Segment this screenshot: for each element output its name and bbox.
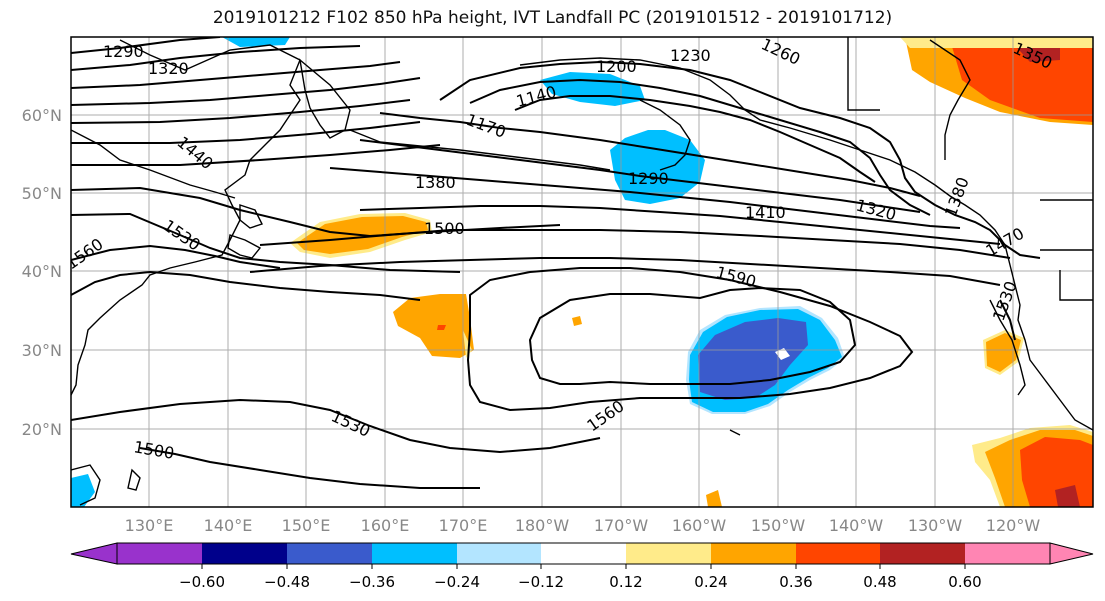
colorbar-tick-label: −0.60	[179, 573, 225, 591]
map-area	[71, 37, 1093, 507]
colorbar-swatch	[117, 543, 202, 564]
colorbar-tick-label: 0.12	[609, 573, 642, 591]
lon-label: 160°W	[672, 516, 727, 535]
lat-label: 60°N	[22, 106, 62, 125]
colorbar-swatch	[796, 543, 880, 564]
lon-label: 160°E	[361, 516, 410, 535]
lon-label: 150°W	[751, 516, 806, 535]
lat-label: 20°N	[22, 420, 62, 439]
lon-label: 120°W	[986, 516, 1041, 535]
lon-label: 140°E	[204, 516, 253, 535]
map-title: 2019101212 F102 850 hPa height, IVT Land…	[212, 8, 893, 28]
colorbar-tick-label: 0.36	[779, 573, 812, 591]
colorbar-tick-label: 0.48	[863, 573, 896, 591]
height-contours	[71, 37, 1041, 489]
contour-label: 1320	[148, 59, 189, 78]
colorbar-tick-label: −0.48	[264, 573, 310, 591]
colorbar-swatch	[711, 543, 796, 564]
lat-label: 40°N	[22, 262, 62, 281]
lon-label: 180°W	[515, 516, 570, 535]
colorbar-swatch	[202, 543, 287, 564]
map-frame	[70, 36, 1094, 508]
contour-label: 1500	[424, 219, 465, 238]
colorbar-extend-high	[1049, 542, 1094, 565]
colorbar-tick-label: 0.24	[694, 573, 727, 591]
lat-label: 50°N	[22, 184, 62, 203]
colorbar-tick-label: −0.36	[349, 573, 395, 591]
contour-label: 1200	[596, 57, 637, 76]
colorbar-outline	[116, 542, 1051, 565]
lon-labels: 130°E 140°E 150°E 160°E 170°E 180°W 170°…	[125, 516, 1041, 535]
colorbar-tick-label: −0.12	[518, 573, 564, 591]
contour-label: 1290	[628, 169, 669, 188]
colorbar-swatch	[372, 543, 457, 564]
lat-labels: 60°N 50°N 40°N 30°N 20°N	[22, 106, 62, 439]
lon-label: 140°W	[829, 516, 884, 535]
contour-label: 1230	[670, 46, 711, 65]
lon-label: 150°E	[282, 516, 331, 535]
colorbar-tick-label: 0.60	[948, 573, 981, 591]
colorbar-extend-low	[70, 542, 118, 565]
colorbar-swatch	[457, 543, 541, 564]
lon-label: 130°E	[125, 516, 174, 535]
colorbar-swatch	[880, 543, 965, 564]
coastlines	[71, 37, 1093, 506]
lon-label: 130°W	[908, 516, 963, 535]
lon-label: 170°W	[594, 516, 649, 535]
colorbar-tick-label: −0.24	[434, 573, 480, 591]
lat-label: 30°N	[22, 341, 62, 360]
lon-label: 170°E	[439, 516, 488, 535]
colorbar-swatch	[541, 543, 626, 564]
colorbar-swatch	[965, 543, 1050, 564]
contour-label: 1290	[103, 42, 144, 61]
contour-label: 1380	[415, 173, 456, 192]
contour-label: 1410	[745, 203, 786, 222]
colorbar-swatch	[287, 543, 372, 564]
colorbar: −0.60 −0.48 −0.36 −0.24 −0.12 0.12 0.24 …	[70, 542, 1094, 591]
colorbar-swatch	[626, 543, 711, 564]
